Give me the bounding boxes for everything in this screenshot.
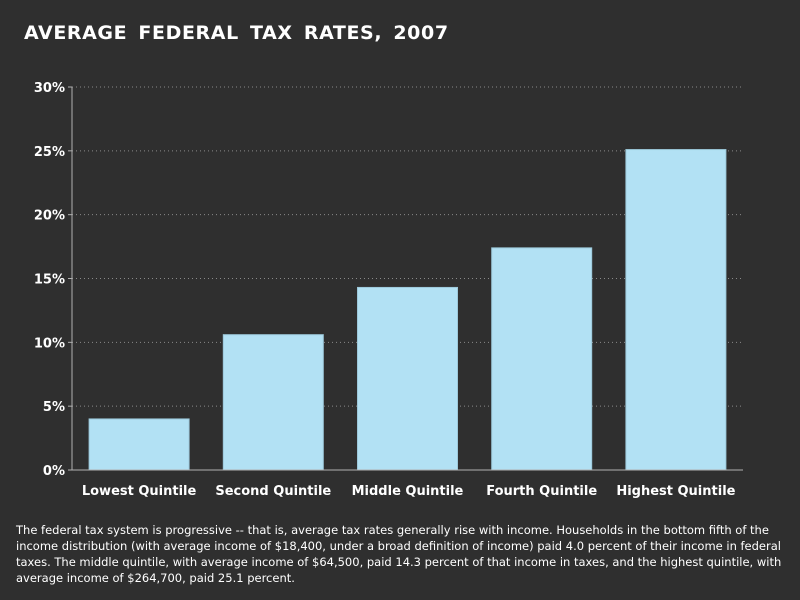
chart-caption: The federal tax system is progressive --…: [16, 523, 782, 585]
bars: [88, 149, 727, 471]
y-tick-label: 5%: [43, 400, 65, 415]
x-category-label: Highest Quintile: [616, 484, 735, 499]
bar-highest-quintile: [625, 149, 727, 471]
y-tick-label: 10%: [34, 336, 65, 351]
y-tick-label: 15%: [34, 273, 65, 288]
bar-second-quintile: [222, 334, 324, 471]
x-category-label: Second Quintile: [215, 484, 331, 499]
x-category-label: Lowest Quintile: [82, 484, 197, 499]
y-tick-label: 20%: [34, 209, 65, 224]
bar-middle-quintile: [357, 286, 458, 471]
bar-chart: 0% 5% 10% 15% 20% 25% 30% Lowest Quintile Secon…: [34, 81, 743, 499]
x-category-labels: Lowest Quintile Second Quintile Middle Qui…: [82, 484, 736, 499]
bar-lowest-quintile: [88, 418, 190, 471]
axes: [68, 86, 743, 471]
bar-fourth-quintile: [491, 247, 593, 471]
y-tick-labels: 0% 5% 10% 15% 20% 25% 30%: [34, 81, 65, 479]
x-category-label: Fourth Quintile: [486, 484, 597, 499]
y-tick-label: 30%: [34, 81, 65, 96]
y-tick-label: 0%: [43, 464, 65, 479]
chart-title: AVERAGE FEDERAL TAX RATES, 2007: [24, 22, 449, 44]
y-tick-label: 25%: [34, 145, 65, 160]
x-category-label: Middle Quintile: [352, 484, 464, 499]
